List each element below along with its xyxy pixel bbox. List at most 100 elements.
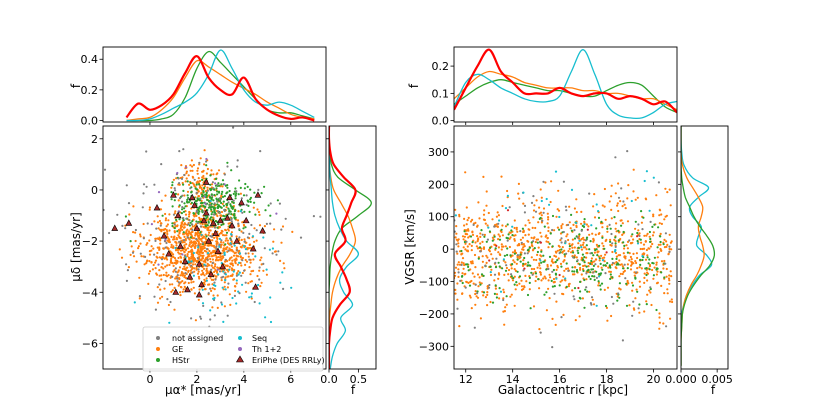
distance-velocity-point-GE-62 bbox=[632, 190, 635, 193]
right-of-right-marginal-xtick-label-1: 0.005 bbox=[701, 373, 733, 386]
proper-motion-point-GE-540 bbox=[168, 283, 171, 286]
distance-velocity-point-Seq-5 bbox=[499, 290, 503, 293]
proper-motion-point-Seq-21 bbox=[230, 233, 233, 236]
proper-motion-tail-GE-95 bbox=[203, 149, 206, 152]
distance-velocity-point-GE-543 bbox=[462, 262, 465, 265]
distance-velocity-xtick-label-4: 20 bbox=[647, 373, 661, 386]
proper-motion-point-Seq-51 bbox=[232, 270, 235, 273]
distance-velocity-point-not_assigned-11 bbox=[481, 233, 484, 236]
proper-motion-point-GE-1095 bbox=[220, 259, 223, 262]
distance-velocity-point-HStr-151 bbox=[516, 258, 519, 261]
distance-velocity-point-not_assigned-37 bbox=[510, 273, 513, 276]
distance-velocity-point-GE-793 bbox=[617, 182, 620, 185]
proper-motion-point-HStr-281 bbox=[229, 203, 232, 206]
proper-motion-point-HStr-93 bbox=[216, 203, 219, 206]
proper-motion-point-not_assigned-68 bbox=[193, 178, 196, 181]
distance-velocity-point-GE-144 bbox=[643, 247, 646, 250]
distance-velocity-point-not_assigned-70 bbox=[553, 292, 556, 295]
distance-velocity-point-not_assigned-54 bbox=[493, 273, 497, 276]
proper-motion-point-not_assigned-87 bbox=[209, 318, 212, 321]
distance-velocity-point-GE-83 bbox=[662, 267, 665, 270]
proper-motion-point-not_assigned-9 bbox=[211, 194, 214, 197]
distance-velocity-point-not_assigned-16 bbox=[567, 223, 570, 226]
distance-velocity-point-GE-827 bbox=[551, 260, 554, 263]
distance-velocity-point-not_assigned-17 bbox=[649, 220, 652, 223]
proper-motion-point-GE-142 bbox=[223, 305, 226, 308]
distance-velocity-point-GE-453 bbox=[580, 210, 583, 213]
distance-velocity-point-not_assigned-35 bbox=[617, 292, 620, 295]
proper-motion-point-not_assigned-169 bbox=[124, 227, 127, 230]
distance-velocity-point-HStr-164 bbox=[639, 238, 642, 241]
distance-velocity-point-GE-324 bbox=[530, 267, 534, 271]
proper-motion-eriphe-point-31 bbox=[172, 288, 180, 295]
distance-velocity-point-GE-395 bbox=[648, 235, 651, 238]
distance-velocity-point-GE-100 bbox=[467, 216, 470, 219]
proper-motion-point-not_assigned-178 bbox=[240, 197, 243, 200]
distance-velocity-point-not_assigned-31 bbox=[523, 252, 527, 255]
distance-velocity-point-GE-218 bbox=[583, 238, 586, 241]
proper-motion-point-HStr-85 bbox=[205, 164, 208, 167]
distance-velocity-point-GE-637 bbox=[561, 251, 564, 254]
distance-velocity-point-not_assigned-63 bbox=[632, 300, 635, 303]
distance-velocity-point-HStr-139 bbox=[572, 251, 575, 254]
proper-motion-eriphe-point-8 bbox=[186, 273, 194, 280]
distance-velocity-point-GE-720 bbox=[486, 293, 489, 296]
top-right-marginal-line-eriphe_curve bbox=[454, 48, 677, 114]
legend-label-seq: Seq bbox=[252, 334, 267, 343]
proper-motion-point-Seq-11 bbox=[235, 302, 238, 305]
distance-velocity-point-GE-570 bbox=[562, 293, 565, 296]
proper-motion-point-not_assigned-105 bbox=[236, 165, 239, 168]
proper-motion-point-not_assigned-28 bbox=[178, 182, 181, 185]
proper-motion-point-Seq-36 bbox=[290, 286, 293, 289]
proper-motion-point-not_assigned-156 bbox=[232, 126, 235, 129]
proper-motion-point-GE-1087 bbox=[179, 260, 182, 263]
distance-velocity-point-GE-387 bbox=[665, 267, 668, 271]
proper-motion-point-GE-376 bbox=[160, 278, 163, 281]
distance-velocity-point-GE-876 bbox=[496, 225, 499, 228]
proper-motion-point-not_assigned-198 bbox=[218, 211, 221, 214]
distance-velocity-point-GE-557 bbox=[670, 275, 673, 278]
distance-velocity-point-GE-103 bbox=[577, 242, 580, 245]
proper-motion-point-not_assigned-97 bbox=[207, 292, 210, 295]
proper-motion-point-not_assigned-88 bbox=[196, 257, 200, 260]
proper-motion-eriphe-point-26 bbox=[242, 216, 250, 224]
proper-motion-eriphe-point-2 bbox=[153, 204, 161, 211]
proper-motion-tail-GE-54 bbox=[198, 163, 201, 166]
distance-velocity-point-GE-569 bbox=[636, 196, 639, 199]
distance-velocity-point-GE-691 bbox=[540, 235, 543, 238]
distance-velocity-point-not_assigned-94 bbox=[589, 302, 593, 305]
proper-motion-point-GE-362 bbox=[186, 190, 190, 193]
distance-velocity-point-HStr-137 bbox=[511, 234, 514, 237]
proper-motion-point-GE-64 bbox=[224, 260, 227, 263]
proper-motion-point-HStr-215 bbox=[197, 212, 200, 215]
distance-velocity-point-HStr-147 bbox=[498, 265, 501, 268]
proper-motion-point-not_assigned-190 bbox=[186, 236, 189, 239]
top-left-marginal-ytick-label-1: 0.2 bbox=[81, 84, 99, 97]
distance-velocity-point-HStr-208 bbox=[533, 247, 536, 250]
distance-velocity-point-Seq-34 bbox=[590, 224, 593, 227]
distance-velocity-point-Seq-36 bbox=[554, 170, 558, 173]
distance-velocity-point-HStr-15 bbox=[597, 280, 600, 283]
proper-motion-point-HStr-220 bbox=[213, 210, 216, 213]
distance-velocity-point-HStr-167 bbox=[599, 284, 602, 287]
distance-velocity-point-GE-299 bbox=[588, 233, 591, 236]
distance-velocity-point-HStr-48 bbox=[479, 283, 482, 286]
proper-motion-point-GE-803 bbox=[224, 248, 227, 251]
proper-motion-point-GE-1065 bbox=[145, 260, 148, 263]
proper-motion-point-Seq-53 bbox=[212, 297, 215, 300]
distance-velocity-point-GE-505 bbox=[471, 260, 474, 263]
distance-velocity-point-HStr-161 bbox=[601, 236, 604, 239]
distance-velocity-point-GE-272 bbox=[566, 233, 569, 236]
proper-motion-point-GE-559 bbox=[192, 218, 195, 221]
proper-motion-point-GE-136 bbox=[220, 279, 223, 282]
distance-velocity-point-GE-553 bbox=[511, 279, 515, 282]
distance-velocity-point-GE-56 bbox=[615, 230, 618, 233]
distance-velocity-point-GE-621 bbox=[520, 279, 523, 282]
proper-motion-point-GE-846 bbox=[158, 269, 161, 272]
distance-velocity-point-not_assigned-8 bbox=[560, 316, 563, 319]
proper-motion-point-GE-534 bbox=[201, 251, 204, 254]
distance-velocity-point-HStr-100 bbox=[631, 284, 635, 287]
distance-velocity-point-GE-892 bbox=[514, 288, 517, 291]
distance-velocity-point-GE-737 bbox=[670, 248, 673, 251]
